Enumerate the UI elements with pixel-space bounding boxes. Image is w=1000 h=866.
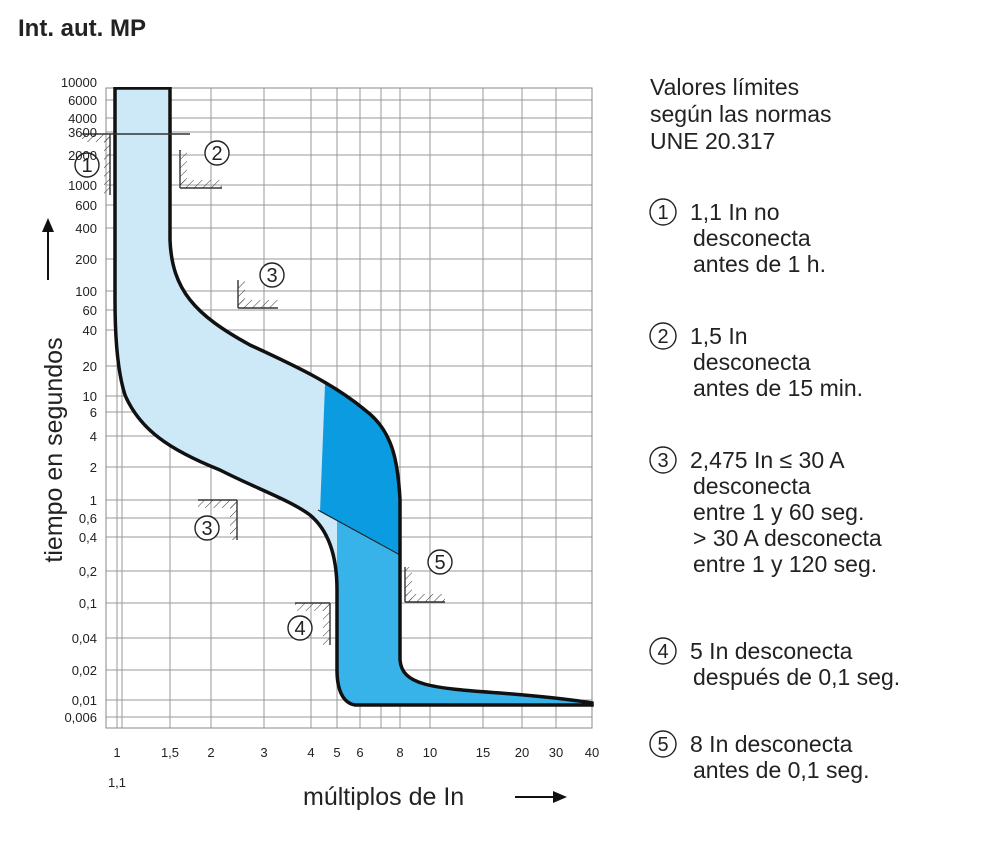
marker-number: 2 [211, 143, 222, 165]
legend-line: 1,5 In [690, 323, 748, 349]
legend-line: > 30 A desconecta [693, 525, 882, 551]
marker-number: 4 [657, 641, 668, 663]
legend-line: desconecta [693, 349, 811, 375]
y-tick-label: 600 [75, 198, 97, 213]
marker-number: 1 [81, 155, 92, 177]
y-tick-label: 1000 [68, 178, 97, 193]
legend-line: entre 1 y 60 seg. [693, 499, 864, 525]
divider [317, 509, 401, 556]
x-tick-label: 40 [585, 745, 599, 760]
legend-line: desconecta [693, 225, 811, 251]
notes-heading: UNE 20.317 [650, 128, 775, 154]
marker-number: 5 [657, 734, 668, 756]
legend-line: antes de 15 min. [693, 375, 863, 401]
x-tick-label: 15 [476, 745, 490, 760]
x-tick-label: 20 [515, 745, 529, 760]
marker-circle [649, 322, 677, 350]
legend-line: antes de 0,1 seg. [693, 757, 869, 783]
marker-circle [649, 446, 677, 474]
y-tick-label: 10 [83, 389, 97, 404]
y-tick-label: 4000 [68, 111, 97, 126]
curve-fill [115, 88, 592, 705]
y-tick-label: 100 [75, 284, 97, 299]
y-tick-label: 0,6 [79, 511, 97, 526]
y-tick-label: 400 [75, 221, 97, 236]
x-tick-label: 2 [207, 745, 214, 760]
y-tick-label: 0,01 [72, 693, 97, 708]
y-tick-label: 40 [83, 323, 97, 338]
marker-number: 3 [266, 265, 277, 287]
legend-line: 1,1 In no [690, 199, 780, 225]
y-tick-label: 20 [83, 359, 97, 374]
marker-number: 4 [294, 618, 305, 640]
marker-number: 5 [434, 552, 445, 574]
marker-circle [259, 262, 285, 288]
marker-circle [204, 140, 230, 166]
legend-line: entre 1 y 120 seg. [693, 551, 877, 577]
marker-number: 2 [657, 326, 668, 348]
x-tick-label: 6 [356, 745, 363, 760]
notes-heading: según las normas [650, 101, 832, 127]
marker-circle [649, 198, 677, 226]
legend-line: 8 In desconecta [690, 731, 853, 757]
y-tick-label: 0,006 [64, 710, 97, 725]
x-tick-label: 3 [260, 745, 267, 760]
marker-circle [74, 152, 100, 178]
x-tick-label: 4 [307, 745, 314, 760]
legend-line: 2,475 In ≤ 30 A [690, 447, 845, 473]
legend-line: desconecta [693, 473, 811, 499]
y-tick-label: 6 [90, 405, 97, 420]
y-tick-label: 2000 [68, 148, 97, 163]
y-tick-label: 0,4 [79, 530, 97, 545]
marker-circle [649, 637, 677, 665]
y-axis-label: tiempo en segundos [40, 337, 68, 562]
x-tick-label: 10 [423, 745, 437, 760]
hatches [82, 133, 445, 645]
marker-circle [194, 515, 220, 541]
y-tick-label: 4 [90, 429, 97, 444]
marker-circle [649, 730, 677, 758]
y-tick-label: 0,1 [79, 596, 97, 611]
marker-circle [427, 549, 453, 575]
y-tick-label: 200 [75, 252, 97, 267]
y-tick-label: 0,02 [72, 663, 97, 678]
x-tick-label: 8 [396, 745, 403, 760]
y-arrow-head [42, 218, 54, 232]
y-tick-label: 3600 [68, 125, 97, 140]
marker-circle [287, 615, 313, 641]
x-tick-label: 1 [113, 745, 120, 760]
x-tick-label: 1,5 [161, 745, 179, 760]
x-tick-label: 5 [333, 745, 340, 760]
notes-heading: Valores límites [650, 74, 799, 100]
y-tick-label: 0,04 [72, 631, 97, 646]
marker-number: 3 [201, 518, 212, 540]
legend-line: 5 In desconecta [690, 638, 853, 664]
x-arrow-head [553, 791, 567, 803]
y-tick-label: 2 [90, 460, 97, 475]
y-tick-label: 10000 [61, 75, 97, 90]
x-tick-label: 1,1 [108, 775, 126, 790]
y-tick-label: 0,2 [79, 564, 97, 579]
y-tick-label: 60 [83, 303, 97, 318]
x-axis-label: múltiplos de In [303, 783, 464, 811]
y-tick-label: 1 [90, 493, 97, 508]
legend-line: después de 0,1 seg. [693, 664, 900, 690]
marker-number: 3 [657, 450, 668, 472]
title: Int. aut. MP [18, 15, 146, 42]
marker-number: 1 [657, 202, 668, 224]
y-tick-label: 6000 [68, 93, 97, 108]
plot-frame [105, 87, 593, 729]
legend-line: antes de 1 h. [693, 251, 826, 277]
x-tick-label: 30 [549, 745, 563, 760]
